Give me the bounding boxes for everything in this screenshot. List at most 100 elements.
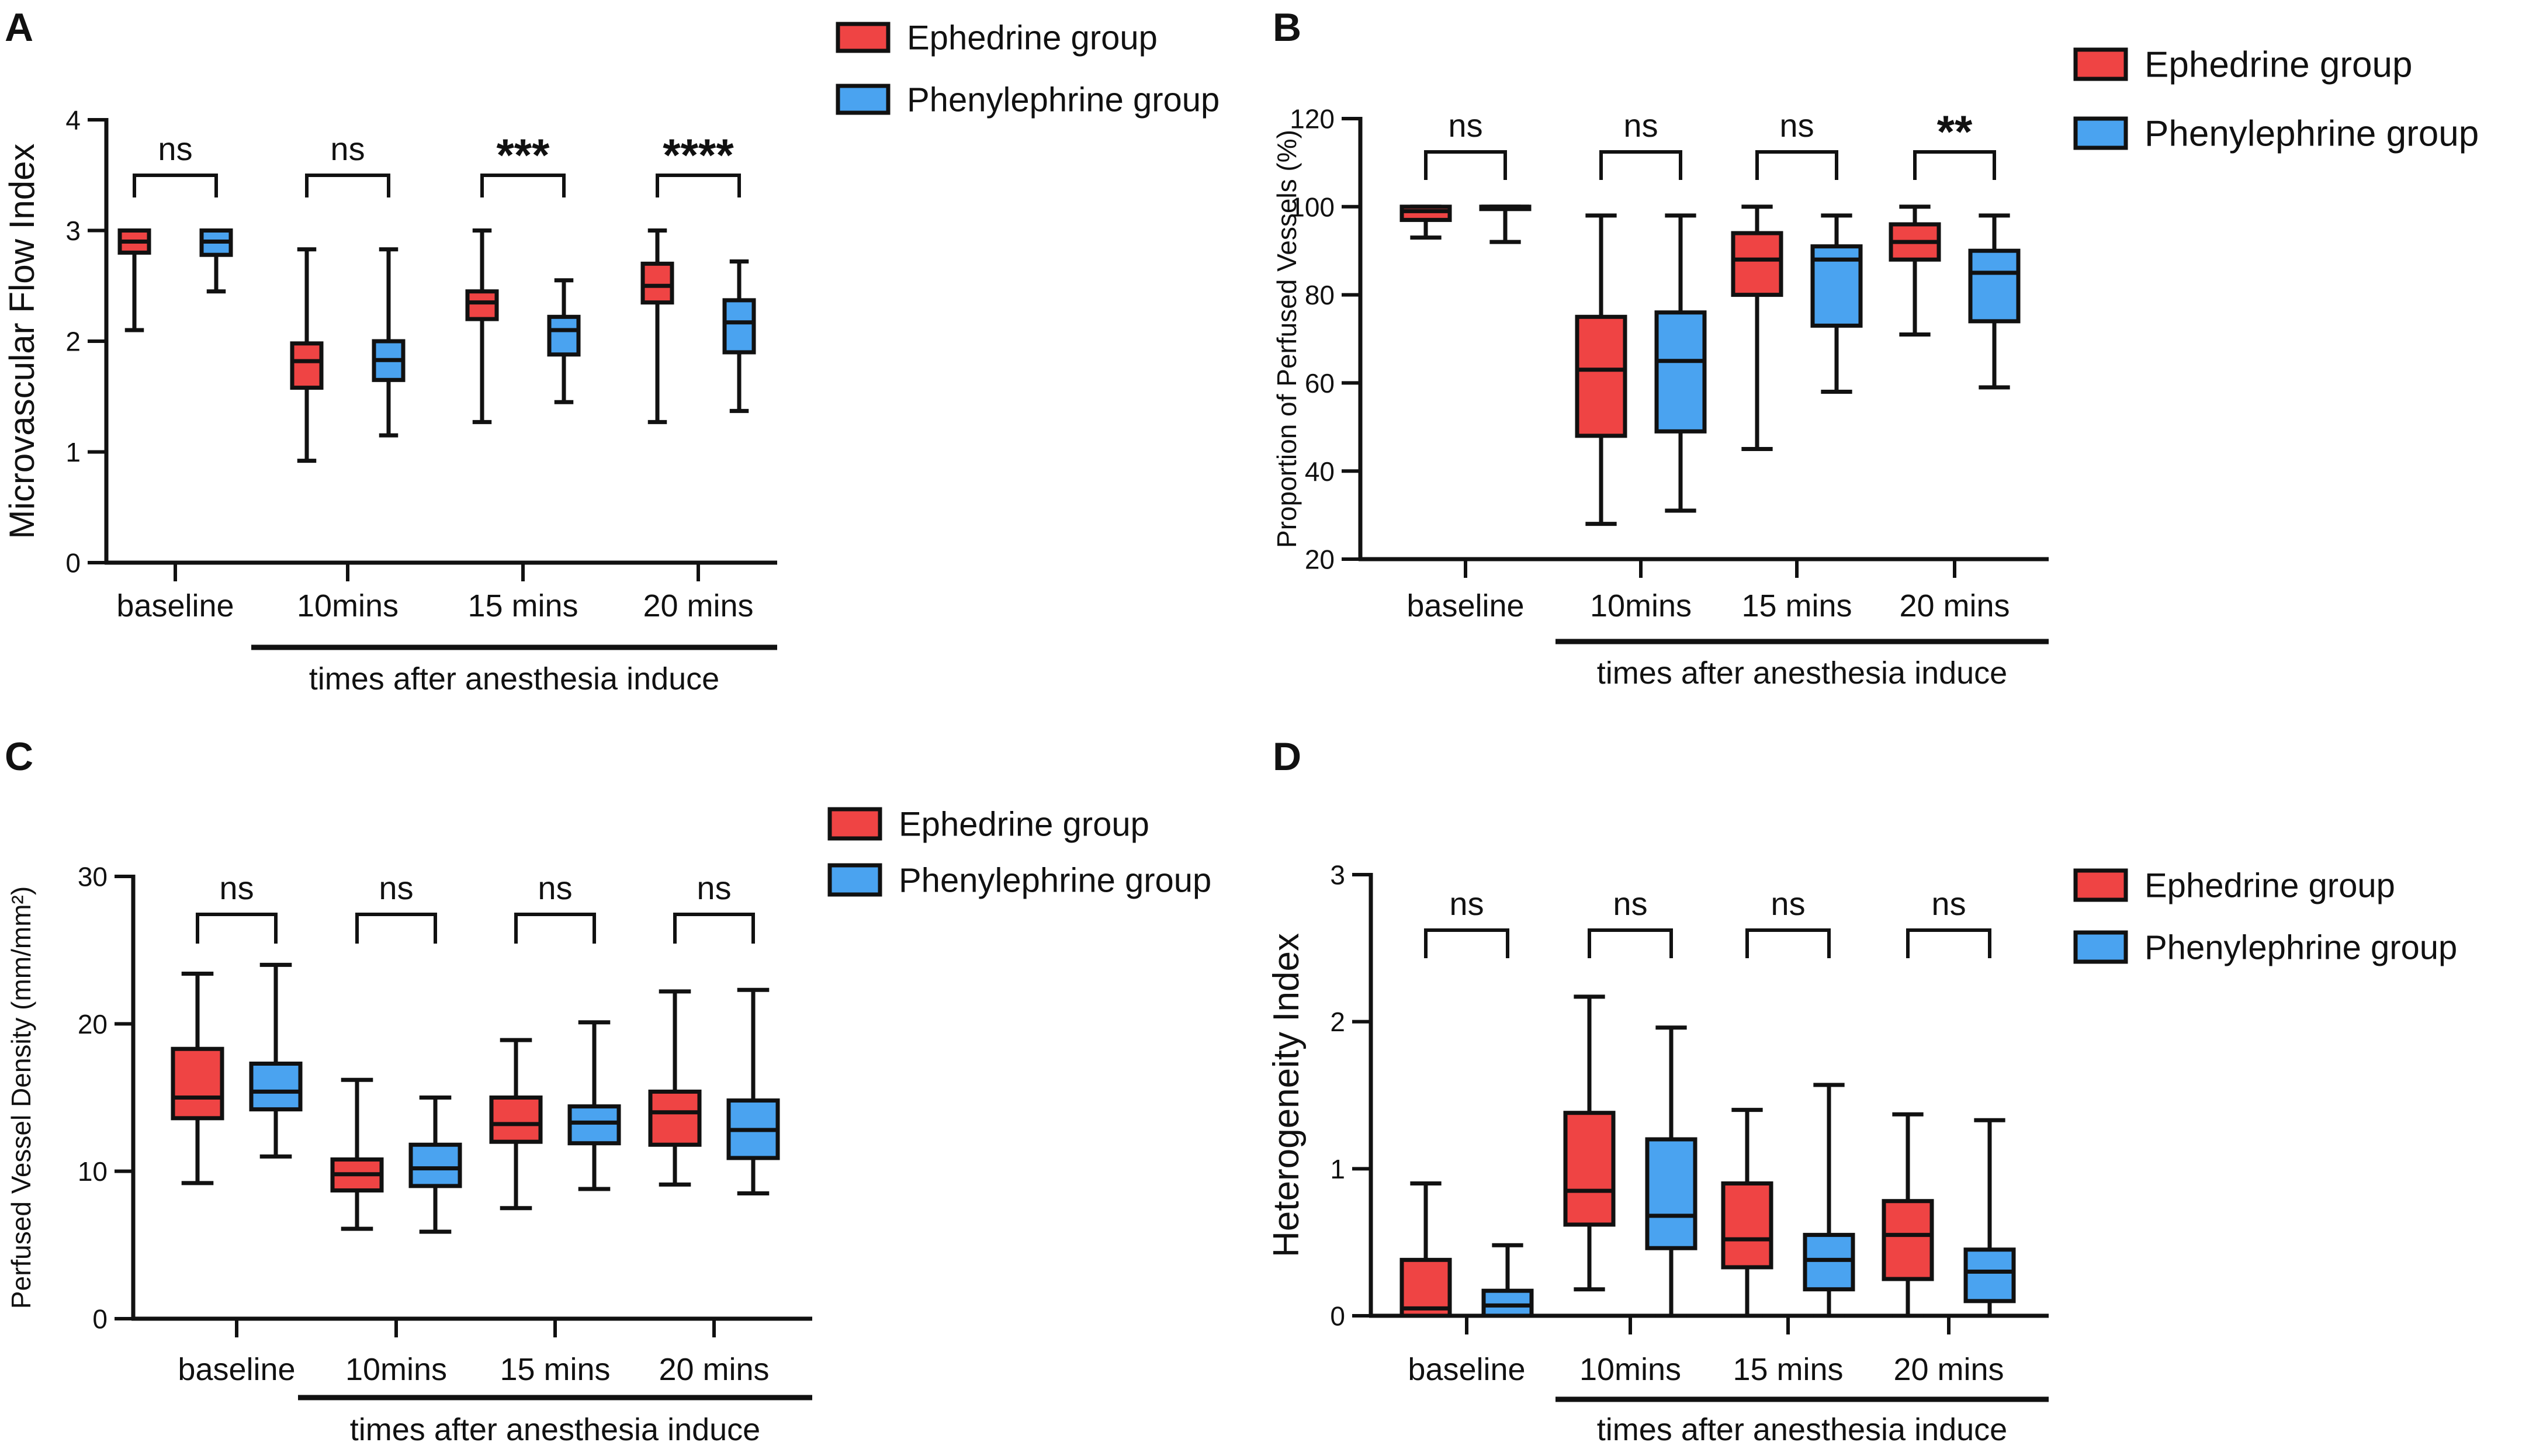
x-tick-label: 15 mins [1741,588,1852,623]
iqr-box [1882,1199,1934,1281]
iqr-box [1654,310,1707,434]
panel-letter: D [1273,734,1301,779]
iqr-box [1963,1247,2016,1304]
y-tick-label: 1 [1330,1154,1345,1184]
box-phenylephrine [1968,213,2021,390]
iqr-box [408,1142,462,1188]
significance-bracket [673,913,755,944]
box-phenylephrine [567,1020,621,1191]
legend-label: Phenylephrine group [907,81,1220,119]
y-tick-label: 10 [78,1156,108,1187]
legend-label: Ephedrine group [2145,866,2395,904]
x-group-label: times after anesthesia induce [1597,1412,2007,1447]
iqr-box [648,1089,702,1147]
box-phenylephrine [1803,1083,1855,1318]
box-phenylephrine [408,1096,462,1234]
iqr-box [1968,248,2021,324]
box-ephedrine [648,989,702,1187]
iqr-box [290,341,324,390]
box-ephedrine [1563,994,1616,1292]
box-phenylephrine [249,962,303,1159]
box-ephedrine [1882,1112,1934,1318]
box-ephedrine [330,1077,384,1231]
y-tick-label: 80 [1305,280,1335,310]
iqr-box [171,1046,224,1121]
y-tick-label: 60 [1305,368,1335,398]
panel-d: D 0 1 2 3 Heterogeneity Index baseline 10mins 15… [1266,734,2457,1447]
significance-label: ns [379,869,413,906]
x-tick-label: 10mins [1590,588,1692,623]
significance-label: ** [1937,106,1973,157]
iqr-box [1481,1288,1534,1318]
legend-label: Phenylephrine group [899,861,1211,899]
box-ephedrine [1575,213,1627,526]
y-axis-label: Heterogeneity Index [1266,933,1307,1257]
significance-label: ns [1448,107,1482,144]
iqr-box [249,1061,303,1112]
x-group-label: times after anesthesia induce [1597,656,2007,691]
box-ephedrine [290,247,324,463]
significance-label: ns [538,869,572,906]
box-phenylephrine [726,987,780,1196]
box-ephedrine [117,228,151,332]
y-tick-label: 40 [1305,456,1335,487]
iqr-box [1803,1233,1855,1292]
legend-swatch [827,807,882,841]
significance-bracket [1599,150,1682,180]
significance-bracket [305,174,390,197]
iqr-box [1399,204,1452,222]
legend-swatch [2073,47,2128,81]
x-tick-label: 15 mins [1733,1352,1843,1387]
iqr-box [1731,231,1783,297]
box-ephedrine [1721,1108,1773,1318]
x-tick-label: baseline [116,588,234,623]
y-tick-label: 3 [1330,860,1345,890]
x-group-label: times after anesthesia induce [309,661,719,696]
legend-label: Ephedrine group [907,19,1158,57]
box-phenylephrine [1654,213,1707,513]
box-ephedrine [640,228,674,424]
y-tick-label: 1 [65,437,81,467]
iqr-box [1563,1111,1616,1227]
y-tick-label: 0 [1330,1301,1345,1332]
iqr-box [465,289,499,321]
y-tick-label: 30 [78,862,108,892]
legend-label: Phenylephrine group [2145,114,2479,154]
significance-label: ns [697,869,731,906]
iqr-box [722,298,756,355]
x-tick-label: 20 mins [1899,588,2010,623]
significance-label: *** [496,129,550,181]
box-phenylephrine [372,247,406,438]
box-phenylephrine [1810,213,1863,394]
y-tick-label: 4 [65,105,81,136]
box-ephedrine [1889,204,1941,337]
significance-bracket [1755,150,1838,180]
y-tick-label: 20 [1305,545,1335,575]
significance-bracket [355,913,437,944]
iqr-box [1645,1137,1697,1250]
legend-swatch [836,84,891,115]
x-tick-label: 20 mins [643,588,753,623]
panel-letter: A [5,5,33,50]
legend-label: Ephedrine group [2145,45,2412,85]
panel-letter: B [1273,5,1301,50]
iqr-box [567,1104,621,1146]
y-tick-label: 20 [78,1009,108,1039]
x-group-label: times after anesthesia induce [350,1412,760,1447]
panel-a: A 0 1 2 3 4 Microvascular Flow Index baseline 10… [2,5,1220,696]
x-tick-label: 10mins [297,588,399,623]
box-phenylephrine [1479,204,1532,244]
y-axis-label: Microvascular Flow Index [2,144,41,539]
box-phenylephrine [722,259,756,413]
significance-label: ns [1449,885,1484,922]
x-tick-label: baseline [1408,1352,1525,1387]
significance-label: ns [330,130,365,167]
y-tick-label: 0 [65,548,81,578]
significance-label: ns [1613,885,1647,922]
box-phenylephrine [199,228,233,294]
significance-bracket [656,174,741,197]
significance-label: ns [158,130,192,167]
box-phenylephrine [1645,1025,1697,1318]
